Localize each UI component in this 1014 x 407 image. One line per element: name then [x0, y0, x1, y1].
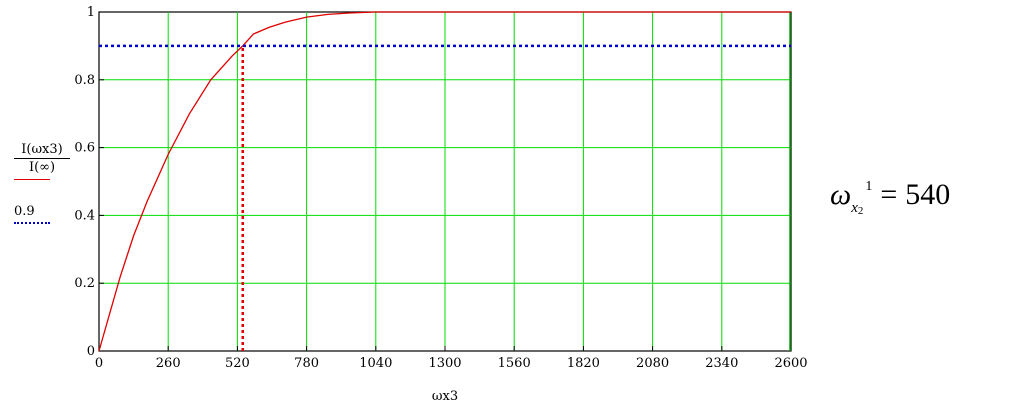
x-tick-2080: 2080	[636, 356, 669, 371]
x-tick-0: 0	[95, 356, 103, 371]
y-tick-0: 0	[87, 344, 95, 359]
y-tick-0.4: 0.4	[74, 208, 95, 223]
series-line-1	[98, 11, 791, 352]
x-tick-labels: 0 260 520 780 1040 1300 1560 1820 2080 2340 2600	[95, 356, 808, 371]
x-axis-label: ωx3	[432, 389, 458, 404]
equals-sign: =	[880, 178, 898, 211]
legend-threshold-label: 0.9	[14, 204, 35, 219]
legend-swatch-blue	[14, 222, 50, 224]
subscript-x: x	[851, 200, 858, 216]
result-equation: ωx21 = 540	[830, 178, 951, 217]
x-tick-1560: 1560	[498, 356, 531, 371]
x-tick-2600: 2600	[774, 356, 807, 371]
x-tick-780: 780	[294, 356, 319, 371]
grid-lines	[98, 11, 792, 352]
x-tick-1040: 1040	[359, 356, 392, 371]
y-axis-legend: I(ωx3) I(∞)	[14, 142, 70, 180]
x-tick-1820: 1820	[567, 356, 600, 371]
y-tick-0.8: 0.8	[74, 73, 95, 88]
subscript-2: 2	[857, 205, 864, 217]
x-tick-2340: 2340	[705, 356, 738, 371]
y-tick-0.6: 0.6	[74, 141, 95, 156]
legend-denominator: I(∞)	[28, 160, 56, 175]
legend-numerator: I(ωx3)	[14, 142, 70, 159]
x-tick-520: 520	[225, 356, 250, 371]
series-group	[98, 11, 791, 352]
y-tick-1: 1	[87, 5, 95, 20]
y-tick-0.2: 0.2	[74, 276, 95, 291]
legend-threshold: 0.9	[14, 204, 54, 224]
omega-symbol: ω	[830, 178, 852, 211]
legend-swatch-red	[14, 179, 50, 180]
superscript-1: 1	[865, 179, 873, 194]
y-tick-labels: 0 0.2 0.4 0.6 0.8 1	[74, 5, 95, 359]
x-tick-1300: 1300	[428, 356, 461, 371]
x-tick-260: 260	[156, 356, 181, 371]
result-value: 540	[905, 178, 951, 211]
